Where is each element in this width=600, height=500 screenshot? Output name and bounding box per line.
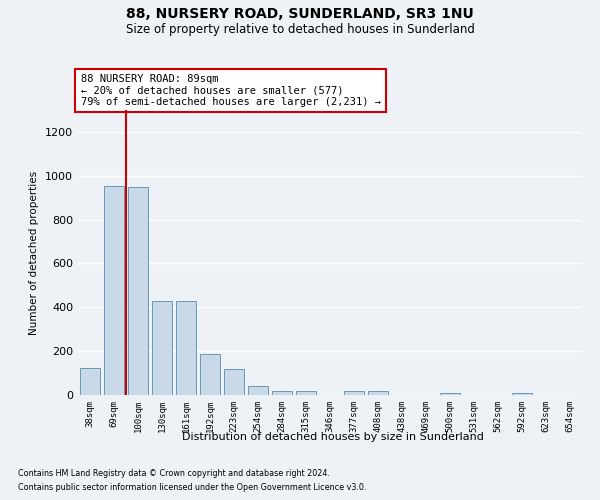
Bar <box>272 390 292 395</box>
Bar <box>368 392 388 395</box>
Text: Size of property relative to detached houses in Sunderland: Size of property relative to detached ho… <box>125 22 475 36</box>
Y-axis label: Number of detached properties: Number of detached properties <box>29 170 40 334</box>
Bar <box>440 393 460 395</box>
Bar <box>248 386 268 395</box>
Text: Distribution of detached houses by size in Sunderland: Distribution of detached houses by size … <box>182 432 484 442</box>
Bar <box>104 186 124 395</box>
Bar <box>344 391 364 395</box>
Text: Contains public sector information licensed under the Open Government Licence v3: Contains public sector information licen… <box>18 484 367 492</box>
Bar <box>296 390 316 395</box>
Bar <box>80 368 100 395</box>
Bar <box>176 300 196 395</box>
Bar <box>128 186 148 395</box>
Text: Contains HM Land Registry data © Crown copyright and database right 2024.: Contains HM Land Registry data © Crown c… <box>18 468 330 477</box>
Bar <box>200 354 220 395</box>
Bar <box>512 393 532 395</box>
Bar <box>152 300 172 395</box>
Bar <box>224 368 244 395</box>
Text: 88, NURSERY ROAD, SUNDERLAND, SR3 1NU: 88, NURSERY ROAD, SUNDERLAND, SR3 1NU <box>126 8 474 22</box>
Text: 88 NURSERY ROAD: 89sqm
← 20% of detached houses are smaller (577)
79% of semi-de: 88 NURSERY ROAD: 89sqm ← 20% of detached… <box>80 74 380 107</box>
